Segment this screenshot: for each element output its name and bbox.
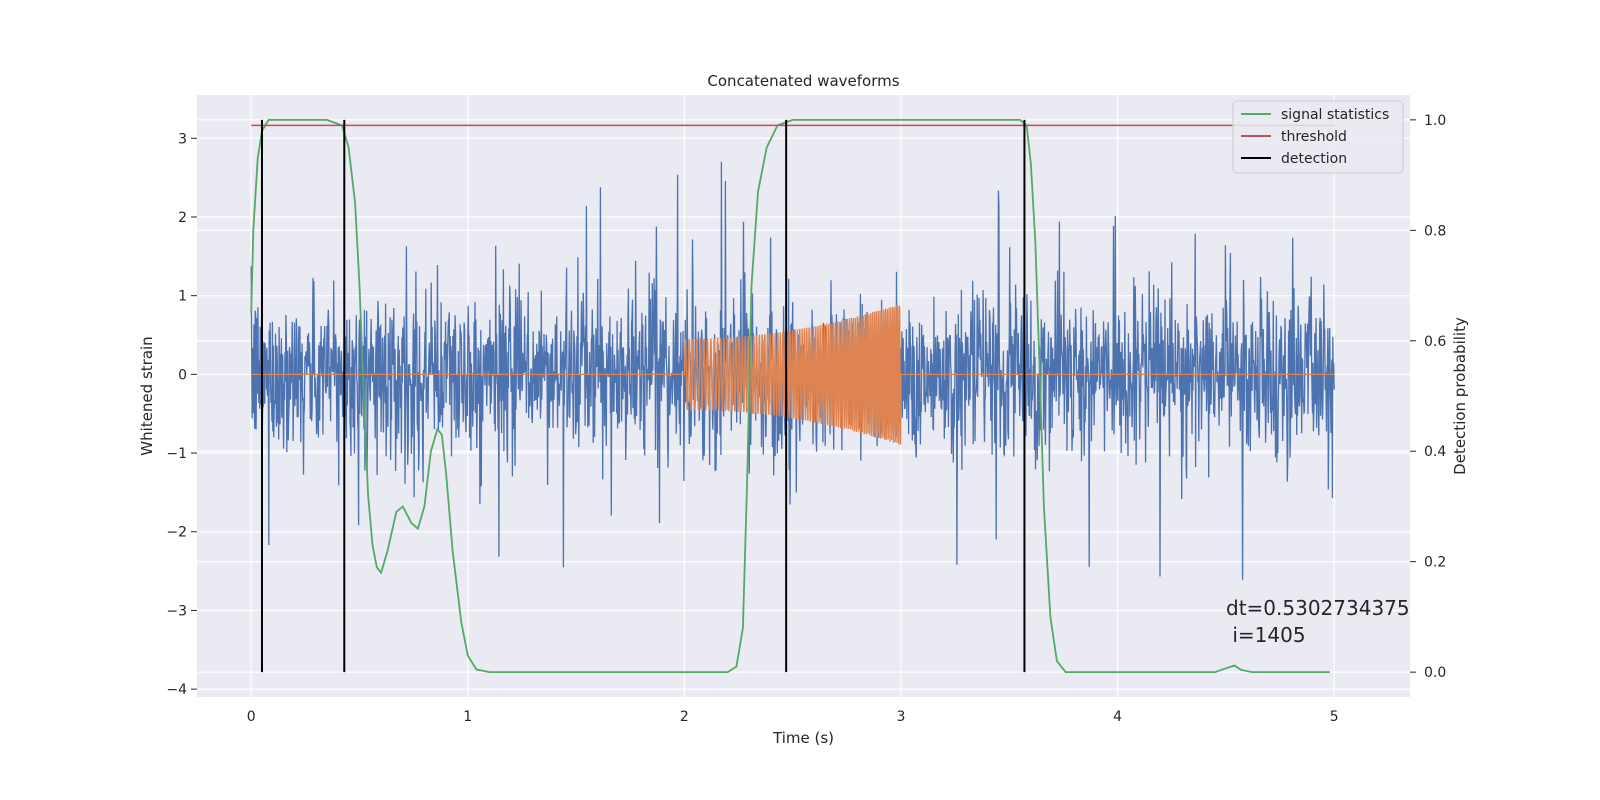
y2-tick-label: 1.0 <box>1424 113 1446 129</box>
x-tick-label: 3 <box>897 709 906 725</box>
legend-box <box>1232 100 1404 174</box>
y2-tick-label: 0.0 <box>1424 665 1446 681</box>
y2-tick-label: 0.8 <box>1424 223 1446 239</box>
dt-annotation: dt=0.5302734375 i=1405 <box>1226 596 1410 647</box>
y-tick-label: −4 <box>166 682 187 698</box>
x-tick-label: 5 <box>1330 709 1339 725</box>
y-tick-label: −1 <box>166 446 187 462</box>
x-axis-label: Time (s) <box>772 729 834 747</box>
y-tick-label: −3 <box>166 603 187 619</box>
y-tick-label: 3 <box>178 131 187 147</box>
series-injected-chirp <box>251 305 1335 445</box>
y-tick-label: −2 <box>166 525 187 541</box>
legend-label-threshold: threshold <box>1281 129 1347 145</box>
x-tick-label: 4 <box>1113 709 1122 725</box>
y2-axis-label: Detection probability <box>1451 317 1469 475</box>
chart-title: Concatenated waveforms <box>707 72 899 90</box>
series-whitened-noise <box>250 161 1335 580</box>
x-tick-label: 2 <box>680 709 689 725</box>
x-tick-label: 0 <box>247 709 256 725</box>
legend-label-detection: detection <box>1281 151 1347 167</box>
chart-marks <box>250 119 1335 673</box>
annotation-line: i=1405 <box>1226 623 1306 647</box>
y-tick-label: 0 <box>178 367 187 383</box>
y-axis-label: Whitened strain <box>138 336 156 455</box>
legend-label-signal-statistics: signal statistics <box>1281 107 1389 123</box>
x-tick-label: 1 <box>463 709 472 725</box>
y2-tick-label: 0.6 <box>1424 334 1446 350</box>
tick-labels: 0 1 2 3 4 5 −4 −3 −2 −1 0 1 2 3 0.0 0.2 0.4 0.6 0.8 1.0 <box>166 113 1446 725</box>
legend: signal statistics threshold detection <box>1232 100 1404 174</box>
y2-tick-label: 0.2 <box>1424 555 1446 571</box>
y-tick-label: 2 <box>178 210 187 226</box>
annotation-line: dt=0.5302734375 <box>1226 596 1410 620</box>
y-tick-label: 1 <box>178 289 187 305</box>
y2-tick-label: 0.4 <box>1424 444 1446 460</box>
series-signal-statistics <box>250 119 1330 673</box>
